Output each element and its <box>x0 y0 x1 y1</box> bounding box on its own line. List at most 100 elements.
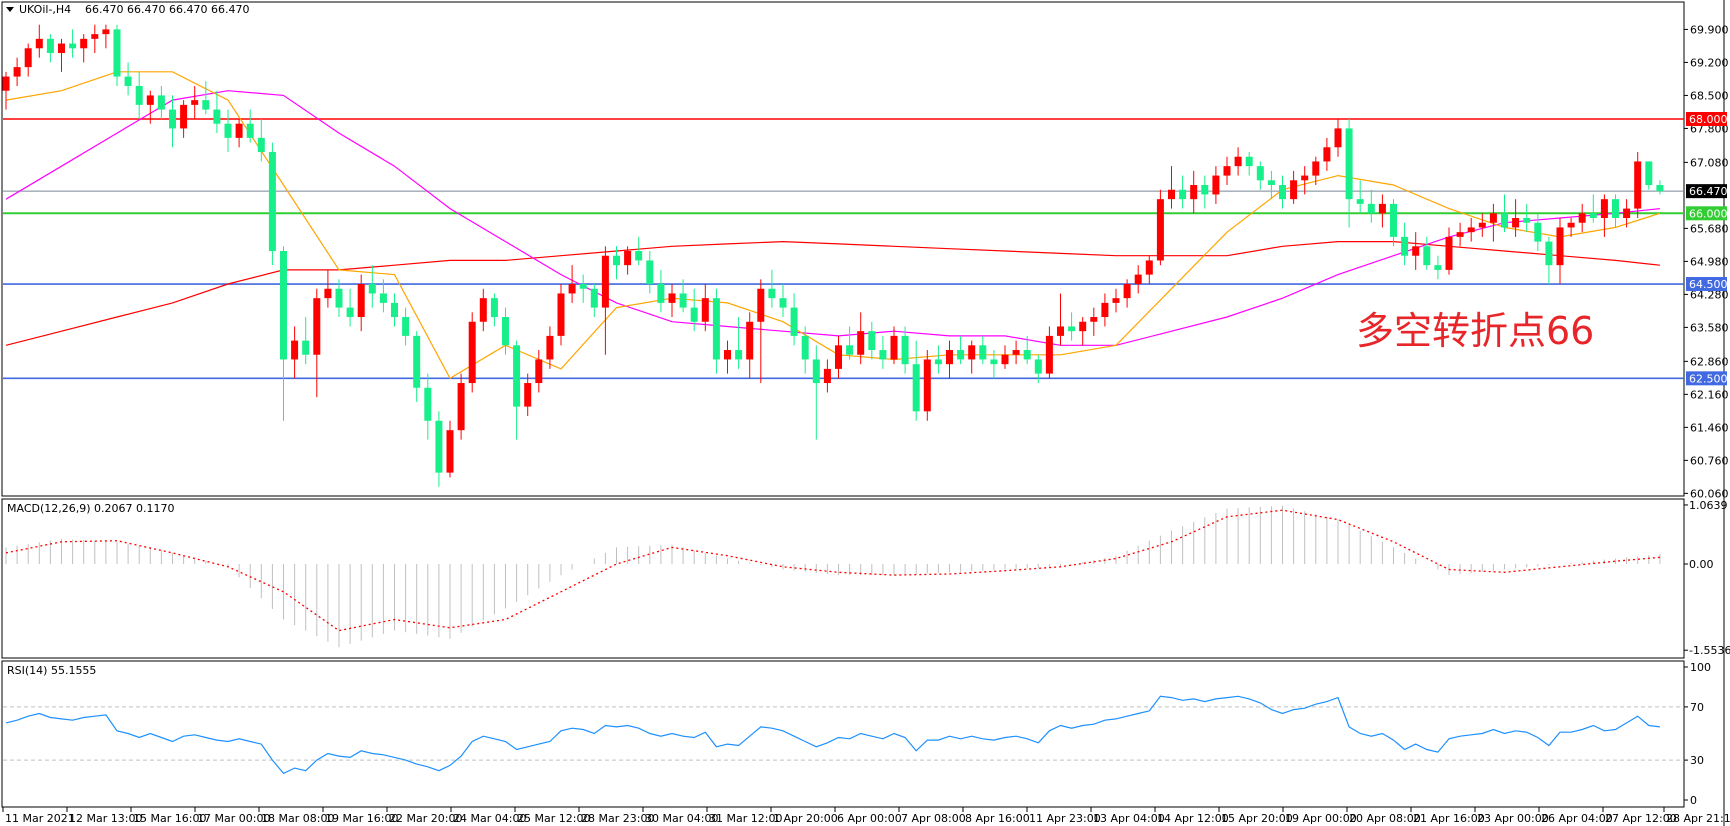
candle <box>1057 293 1064 346</box>
candle <box>823 359 831 393</box>
candle <box>490 293 498 327</box>
time-tick-label: 6 Apr 00:00 <box>837 812 902 825</box>
candle-body <box>779 298 787 308</box>
collapse-triangle-icon[interactable] <box>6 7 14 12</box>
rsi-label: RSI(14) 55.1555 <box>7 664 96 677</box>
candle <box>1589 194 1597 223</box>
candle <box>1001 345 1009 369</box>
symbol-label: UKOil-,H4 <box>19 3 71 16</box>
candle-body <box>1234 156 1242 167</box>
macd-panel[interactable] <box>1 498 1685 659</box>
candle-body <box>1223 166 1231 176</box>
candle-body <box>1112 298 1120 303</box>
candle <box>735 317 743 369</box>
time-tick-label: 11 Apr 23:00 <box>1029 812 1101 825</box>
candle-body <box>224 123 232 138</box>
candle <box>413 331 421 402</box>
price-tag-62.500: 62.500 <box>1686 371 1728 386</box>
candle-body <box>635 251 643 261</box>
candle-body <box>1045 335 1053 374</box>
candle-body <box>457 383 465 431</box>
candle-body <box>69 43 77 49</box>
price-tag-background <box>1686 206 1727 221</box>
candle-body <box>1212 175 1220 195</box>
candle-body <box>346 307 354 318</box>
candle <box>313 288 321 398</box>
price-tag-66.000: 66.000 <box>1686 206 1728 221</box>
candle-body <box>1267 180 1275 186</box>
time-tick-label: 19 Mar 16:00 <box>325 812 398 825</box>
candle-body <box>435 420 443 473</box>
candle-body <box>1478 222 1486 228</box>
candle-body <box>613 255 620 266</box>
price-tag-label: 66.000 <box>1689 207 1728 220</box>
candle <box>368 265 376 308</box>
candle <box>857 312 865 365</box>
candle-body <box>46 38 54 53</box>
candle-body <box>579 284 587 289</box>
candle-body <box>590 288 598 308</box>
candle-body <box>1656 185 1664 192</box>
candle-body <box>1068 326 1076 332</box>
candle <box>1345 119 1353 228</box>
candle <box>1623 199 1631 228</box>
candle-body <box>191 100 199 105</box>
candle-body <box>1334 128 1342 148</box>
candle <box>1556 218 1564 285</box>
candle-body <box>524 383 532 407</box>
price-tick-label: 69.900 <box>1690 23 1729 36</box>
candle-body <box>1301 175 1309 181</box>
price-tag-66.470: 66.470 <box>1686 184 1728 199</box>
candle <box>235 119 243 148</box>
candle-body <box>990 359 998 365</box>
candle <box>24 43 32 77</box>
candle-body <box>923 359 931 412</box>
candle <box>1578 203 1586 233</box>
candle <box>979 335 987 365</box>
candle <box>923 350 931 421</box>
candle <box>1478 213 1486 237</box>
price-tick-label: 61.460 <box>1690 421 1729 434</box>
time-tick-label: 31 Mar 12:00 <box>709 812 782 825</box>
candle-body <box>1323 147 1331 162</box>
candle-body <box>1423 246 1431 266</box>
time-tick-label: 28 Apr 21:15 <box>1666 812 1730 825</box>
candle <box>191 85 199 119</box>
rsi-tick-label: 0 <box>1690 794 1697 807</box>
time-tick-label: 27 Apr 12:00 <box>1605 812 1677 825</box>
candle <box>391 293 398 327</box>
time-tick-label: 18 Mar 08:00 <box>261 812 334 825</box>
candle <box>724 340 731 374</box>
price-tag-label: 64.500 <box>1689 278 1728 291</box>
candle-body <box>1390 203 1397 237</box>
candle <box>1256 161 1264 190</box>
candle-body <box>1279 185 1286 200</box>
candle <box>579 274 587 303</box>
candle-body <box>313 298 321 355</box>
rsi-panel[interactable] <box>1 660 1685 808</box>
candle-body <box>624 251 632 266</box>
candle <box>102 24 110 49</box>
candle-body <box>58 43 65 53</box>
macd-series <box>5 505 1661 648</box>
candle-body <box>424 387 432 421</box>
candle <box>1012 340 1020 365</box>
time-tick-label: 24 Mar 04:00 <box>453 812 526 825</box>
price-tick-label: 69.200 <box>1690 56 1729 69</box>
candle <box>1201 175 1209 209</box>
candle <box>1179 175 1187 209</box>
candle-body <box>413 335 421 388</box>
price-tag-background <box>1686 371 1727 386</box>
price-tick-label: 64.280 <box>1690 288 1729 301</box>
candle-body <box>268 152 276 252</box>
main-price-panel[interactable] <box>1 1 1685 497</box>
candle-body <box>1156 199 1164 261</box>
candle <box>946 340 953 379</box>
candle <box>1045 326 1053 379</box>
candle <box>1034 354 1042 384</box>
candle-body <box>1567 222 1575 228</box>
candle <box>1523 203 1531 233</box>
candle <box>1023 335 1031 365</box>
